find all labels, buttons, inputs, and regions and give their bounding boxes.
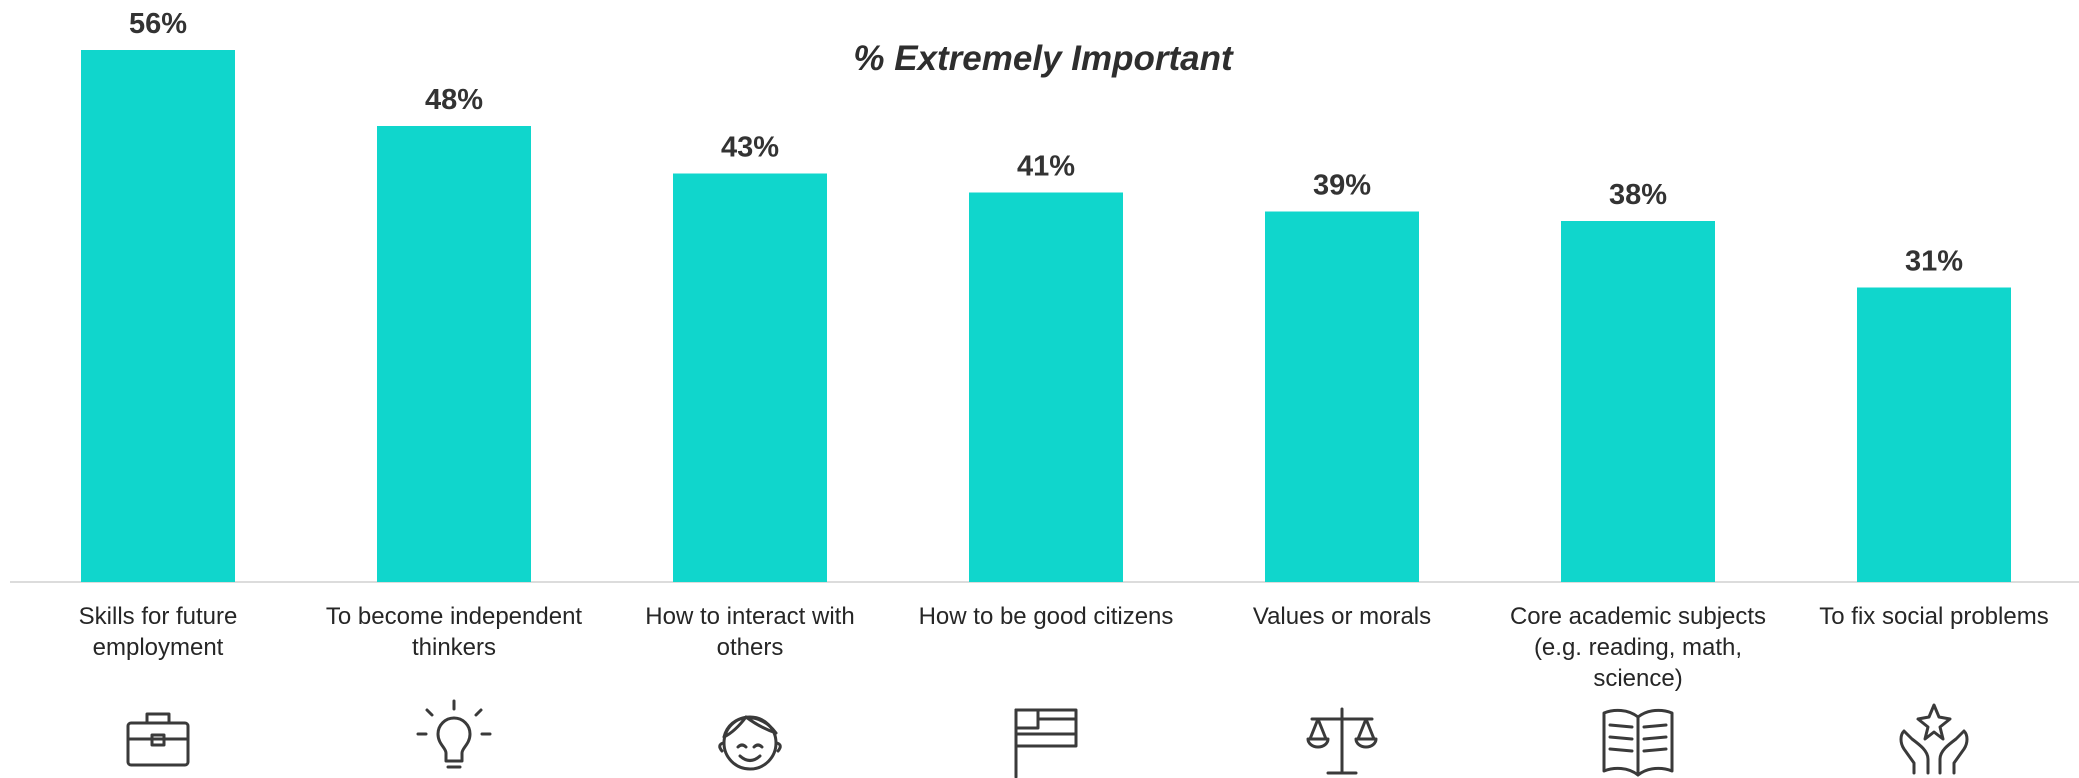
category-label: How to be good citizens [919, 603, 1174, 630]
data-label: 43% [721, 132, 779, 164]
flag-icon [1014, 708, 1078, 778]
category-label: Skills for future employment [79, 603, 238, 661]
open-book-icon [1602, 708, 1674, 777]
bar [81, 50, 235, 582]
bar [1561, 221, 1715, 582]
category-label: Core academic subjects (e.g. reading, mat… [1510, 603, 1766, 692]
lightbulb-icon [416, 699, 492, 769]
category-label: To become independent thinkers [326, 603, 583, 661]
chart-title: % Extremely Important [853, 39, 1234, 78]
data-label: 39% [1313, 170, 1371, 202]
data-label: 56% [129, 8, 187, 40]
bar [969, 192, 1123, 582]
bar [377, 126, 531, 582]
category-label: How to interact with others [645, 603, 854, 661]
hands-star-icon [1899, 703, 1969, 775]
briefcase-icon [126, 712, 190, 767]
data-label: 41% [1017, 151, 1075, 183]
data-label: 38% [1609, 179, 1667, 211]
category-label: To fix social problems [1819, 603, 2048, 630]
bar [673, 173, 827, 582]
data-label: 48% [425, 84, 483, 116]
category-label: Values or morals [1253, 603, 1431, 630]
data-label: 31% [1905, 246, 1963, 278]
smiling-face-icon [718, 715, 782, 771]
bar [1265, 211, 1419, 582]
scales-icon [1306, 707, 1378, 775]
bar [1857, 287, 2011, 582]
